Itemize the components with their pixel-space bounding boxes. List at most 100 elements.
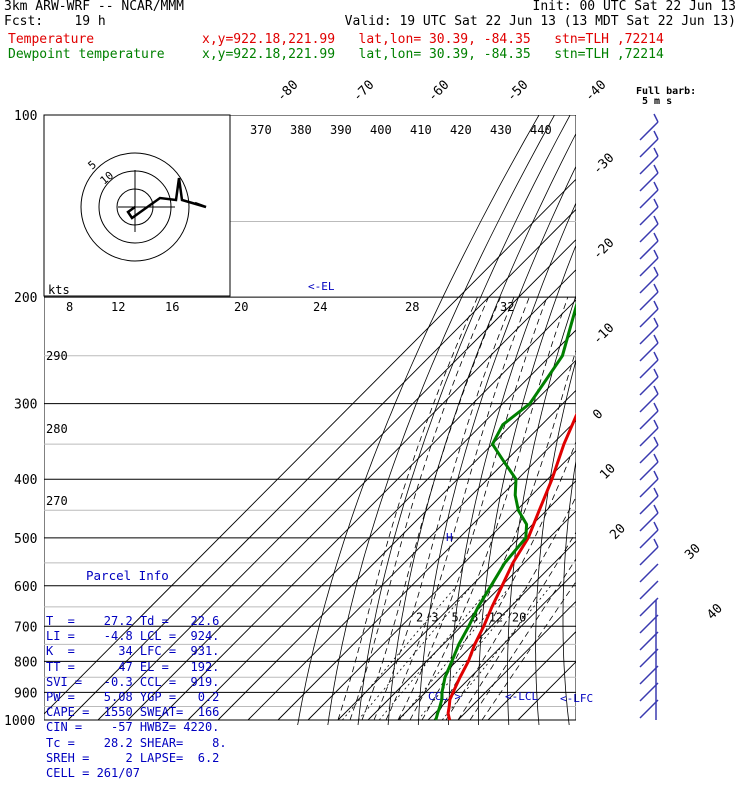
mixing-ratio-label: 3 [431, 610, 438, 624]
wind-speed-label: 20 [234, 300, 248, 314]
wind-barb [640, 309, 658, 327]
parcel-info-line: CAPE = 1550 SWEAT= 166 [46, 705, 246, 720]
wind-barb [640, 581, 658, 599]
wind-barb [654, 522, 658, 530]
sounding-annotation: H [446, 531, 453, 544]
wind-barb [640, 547, 658, 565]
isotherm-label: 30 [682, 541, 704, 563]
dry-adiabat-line [508, 115, 648, 733]
wind-barb [654, 250, 658, 258]
wind-barb [640, 156, 658, 174]
wind-speed-label: 12 [111, 300, 125, 314]
theta-label: 390 [330, 123, 352, 137]
sounding-annotation: <-LFC [560, 692, 593, 705]
wind-barb [640, 258, 658, 276]
pressure-label: 700 [14, 620, 37, 635]
wind-speed-label: 8 [66, 300, 73, 314]
theta-label: 420 [450, 123, 472, 137]
theta-label: 380 [290, 123, 312, 137]
dry-adiabat-label: 270 [46, 494, 68, 508]
dry-adiabat-line [590, 115, 695, 733]
isotherm-label: -70 [350, 78, 377, 105]
wind-barb [654, 148, 658, 156]
wind-barb [640, 394, 658, 412]
isotherm-label: -40 [582, 78, 609, 105]
wind-barb [640, 139, 658, 157]
parcel-info-line: TT = 47 EL = 192. [46, 660, 246, 675]
theta-label: 440 [530, 123, 552, 137]
wind-barb [640, 207, 658, 225]
moist-adiabat-line [398, 297, 547, 720]
pressure-label: 100 [14, 109, 37, 124]
wind-barb [654, 131, 658, 139]
wind-barb [654, 182, 658, 190]
wind-barb [654, 471, 658, 479]
isotherm-label: 10 [597, 461, 619, 483]
dry-adiabat-line [665, 115, 740, 733]
isotherm-line [398, 115, 740, 720]
wind-barb [640, 275, 658, 293]
wind-barb [640, 462, 658, 480]
wind-barb [654, 284, 658, 292]
dry-adiabat-line [689, 115, 740, 733]
wind-barb [654, 199, 658, 207]
parcel-info-line: LI = -4.8 LCL = 924. [46, 629, 246, 644]
wind-barb [640, 530, 658, 548]
dry-adiabat-line [734, 115, 740, 733]
wind-speed-label: 16 [165, 300, 179, 314]
wind-barb [654, 539, 658, 547]
wind-barb [654, 505, 658, 513]
wind-barb [640, 411, 658, 429]
wind-barb [640, 445, 658, 463]
isotherm-line [428, 115, 740, 720]
wind-barb [654, 488, 658, 496]
wind-barb [654, 454, 658, 462]
theta-label: 410 [410, 123, 432, 137]
wind-barb [654, 437, 658, 445]
wind-barb [654, 301, 658, 309]
wind-barb [654, 165, 658, 173]
parcel-info-line: PW = 5.08 YGP = 0.2 [46, 690, 246, 705]
sounding-annotation: CCL-> [428, 690, 461, 703]
parcel-info-line: SREH = 2 LAPSE= 6.2 [46, 751, 246, 766]
wind-barb [654, 420, 658, 428]
wind-barb [654, 352, 658, 360]
isotherm-label: 40 [704, 601, 726, 623]
parcel-info-line: CIN = -57 HWBZ= 4220. [46, 720, 246, 735]
isotherm-label: -50 [504, 78, 531, 105]
isotherm-label: -30 [590, 151, 617, 178]
wind-barb [654, 403, 658, 411]
wind-barb [654, 369, 658, 377]
isotherm-label: -10 [590, 321, 617, 348]
pressure-label: 800 [14, 655, 37, 670]
wind-barb [640, 343, 658, 361]
wind-barb [640, 241, 658, 259]
mixing-ratio-label: 5 [452, 610, 459, 624]
wind-unit-label: kts [48, 283, 70, 297]
isotherm-label: -20 [590, 236, 617, 263]
parcel-info-line: Tc = 28.2 SHEAR= 8. [46, 736, 246, 751]
isotherm-label: -60 [425, 78, 452, 105]
dry-adiabat-label: 280 [46, 422, 68, 436]
dry-adiabat-line [712, 115, 740, 733]
wind-barb [640, 122, 658, 140]
pressure-label: 600 [14, 580, 37, 595]
wind-barb [640, 190, 658, 208]
pressure-label: 200 [14, 291, 37, 306]
sounding-annotation: <-EL [308, 280, 335, 293]
parcel-info-line: K = 34 LFC = 931. [46, 644, 246, 659]
dry-adiabat-line [615, 115, 710, 733]
wind-barb [654, 386, 658, 394]
parcel-info-line: CELL = 261/07 [46, 766, 246, 781]
isotherm-label: 0 [590, 407, 606, 423]
wind-barb [654, 318, 658, 326]
wind-barb [640, 173, 658, 191]
theta-label: 430 [490, 123, 512, 137]
mixing-ratio-label: 2 [416, 610, 423, 624]
wind-barb [640, 224, 658, 242]
wind-barb [654, 233, 658, 241]
parcel-info-line: T = 27.2 Td = 22.6 [46, 614, 246, 629]
wind-barb [640, 292, 658, 310]
pressure-label: 900 [14, 686, 37, 701]
